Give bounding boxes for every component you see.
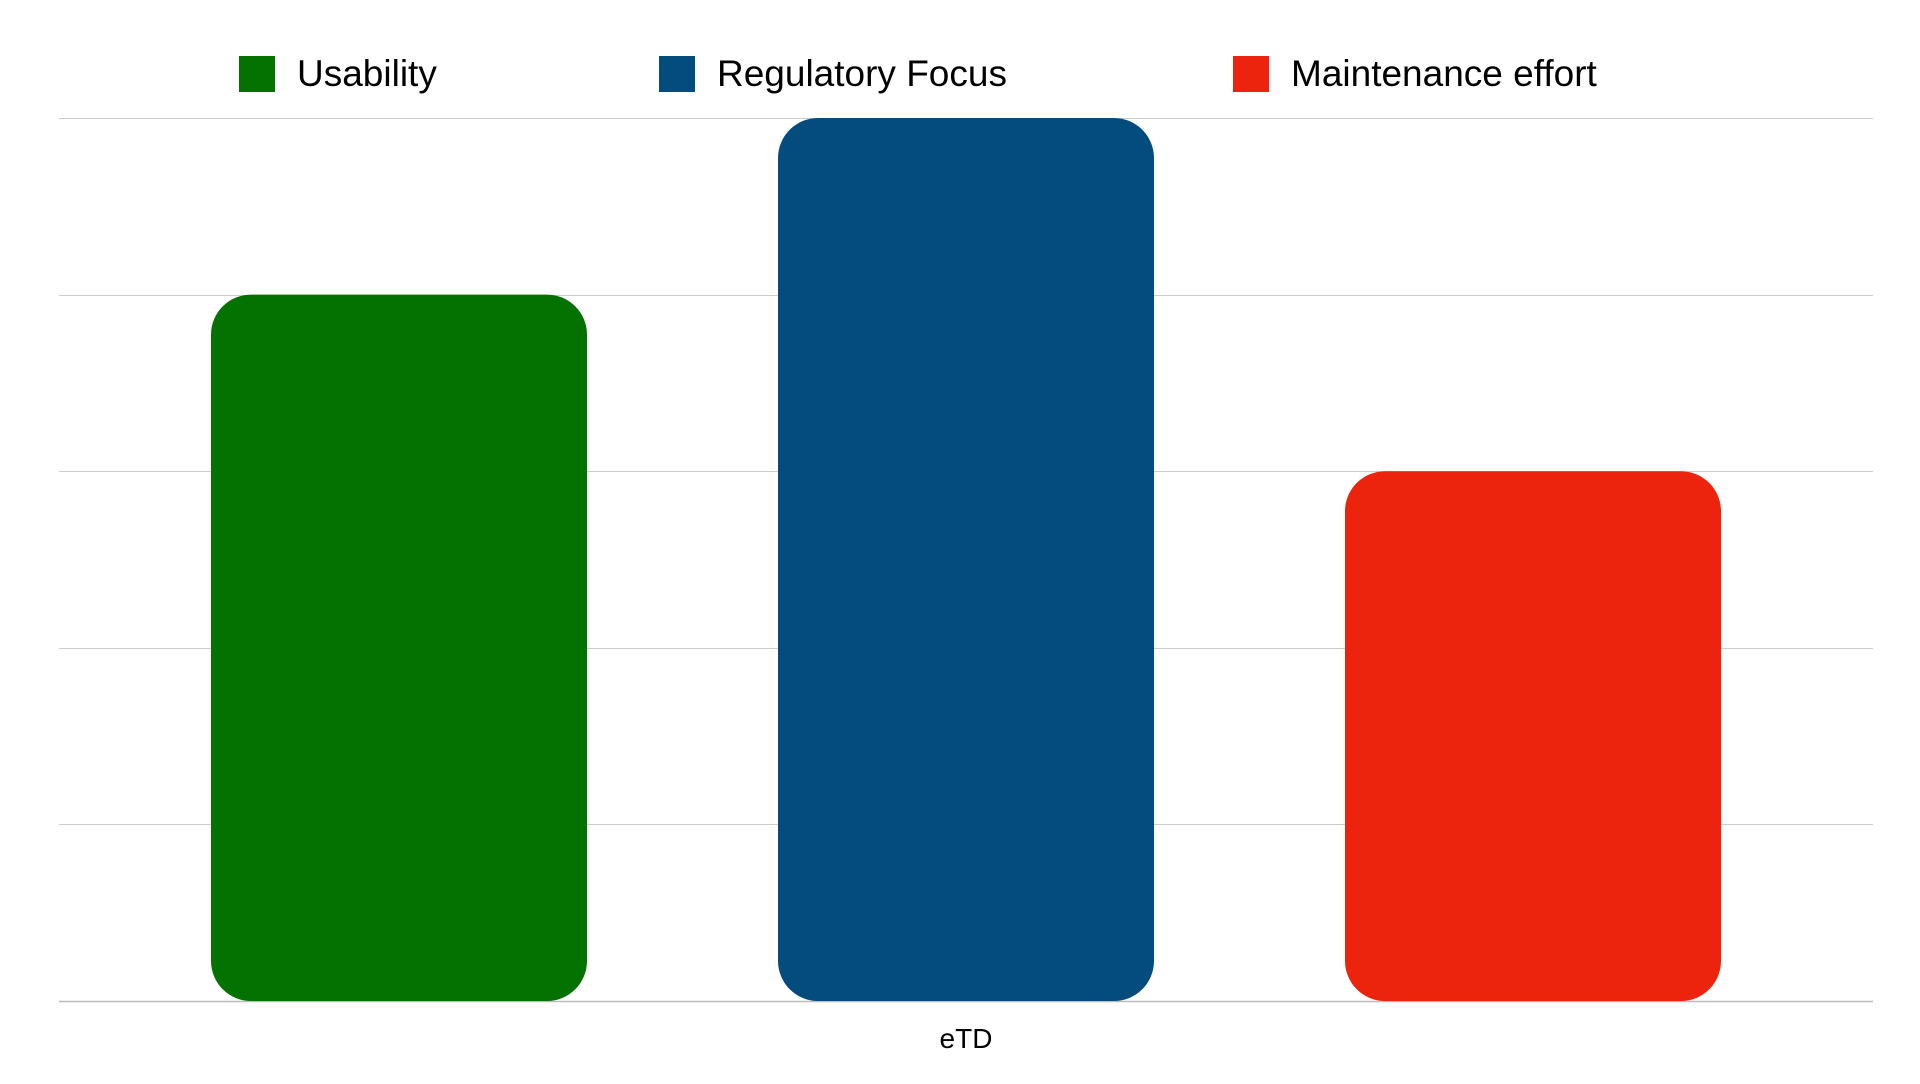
bar-usability: [211, 294, 587, 1002]
legend-label: Usability: [297, 53, 437, 94]
legend-label: Regulatory Focus: [717, 53, 1007, 94]
legend-swatch: [659, 56, 695, 92]
legend-swatch: [1233, 56, 1269, 92]
legend: Usability Regulatory Focus Maintenance eff…: [239, 53, 1598, 94]
legend-item-maintenance-effort: Maintenance effort: [1233, 53, 1598, 94]
x-axis: eTD: [940, 1023, 993, 1054]
bar-maintenance-effort: [1345, 471, 1721, 1001]
legend-swatch: [239, 56, 275, 92]
legend-label: Maintenance effort: [1291, 53, 1598, 94]
legend-item-usability: Usability: [239, 53, 437, 94]
bar-regulatory-focus: [778, 118, 1154, 1001]
bars: [211, 118, 1721, 1002]
legend-item-regulatory-focus: Regulatory Focus: [659, 53, 1007, 94]
x-tick-label: eTD: [940, 1023, 993, 1054]
